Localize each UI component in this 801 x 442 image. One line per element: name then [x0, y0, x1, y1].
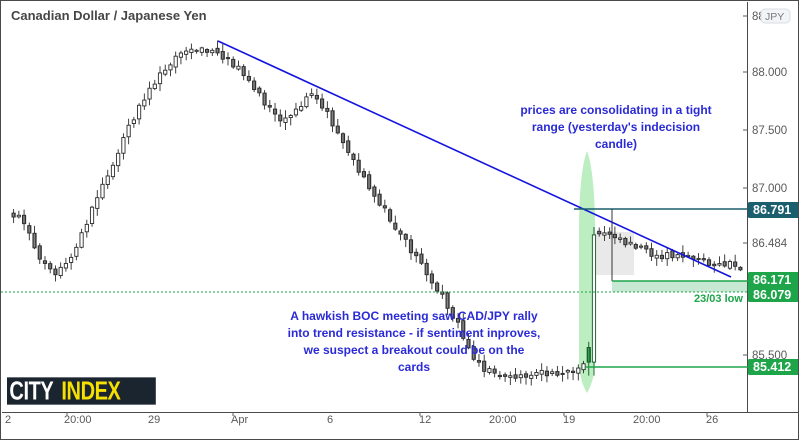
svg-text:23/03 low: 23/03 low [694, 293, 743, 305]
svg-text:20:00: 20:00 [489, 414, 517, 426]
svg-text:86.791: 86.791 [753, 203, 791, 217]
svg-text:86.079: 86.079 [753, 288, 791, 302]
svg-text:A hawkish BOC meeting saw CAD/: A hawkish BOC meeting saw CAD/JPY rally [290, 309, 538, 323]
svg-text:19: 19 [563, 414, 575, 426]
svg-text:87.500: 87.500 [752, 125, 787, 137]
svg-text:Apr: Apr [231, 414, 248, 426]
svg-text:range (yesterday's indecision: range (yesterday's indecision [532, 120, 700, 134]
svg-text:86.171: 86.171 [753, 273, 791, 287]
svg-text:88.000: 88.000 [752, 67, 787, 79]
svg-text:JPY: JPY [765, 11, 784, 23]
svg-text:we suspect a breakout could be: we suspect a breakout could be on the [303, 343, 525, 357]
svg-text:20:00: 20:00 [633, 414, 661, 426]
svg-text:12: 12 [419, 414, 431, 426]
svg-text:20:00: 20:00 [64, 414, 92, 426]
svg-text:prices are consolidating in a: prices are consolidating in a tight [520, 103, 711, 117]
svg-text:26: 26 [706, 414, 718, 426]
svg-text:into trend resistance - if sen: into trend resistance - if sentiment inp… [288, 326, 541, 340]
svg-text:candle): candle) [595, 137, 637, 151]
svg-text:87.000: 87.000 [752, 183, 787, 195]
svg-text:2: 2 [5, 414, 11, 426]
svg-text:85.412: 85.412 [753, 360, 791, 374]
svg-text:86.484: 86.484 [752, 238, 788, 250]
svg-text:29: 29 [148, 414, 160, 426]
svg-text:6: 6 [327, 414, 333, 426]
svg-text:cards: cards [398, 360, 430, 374]
